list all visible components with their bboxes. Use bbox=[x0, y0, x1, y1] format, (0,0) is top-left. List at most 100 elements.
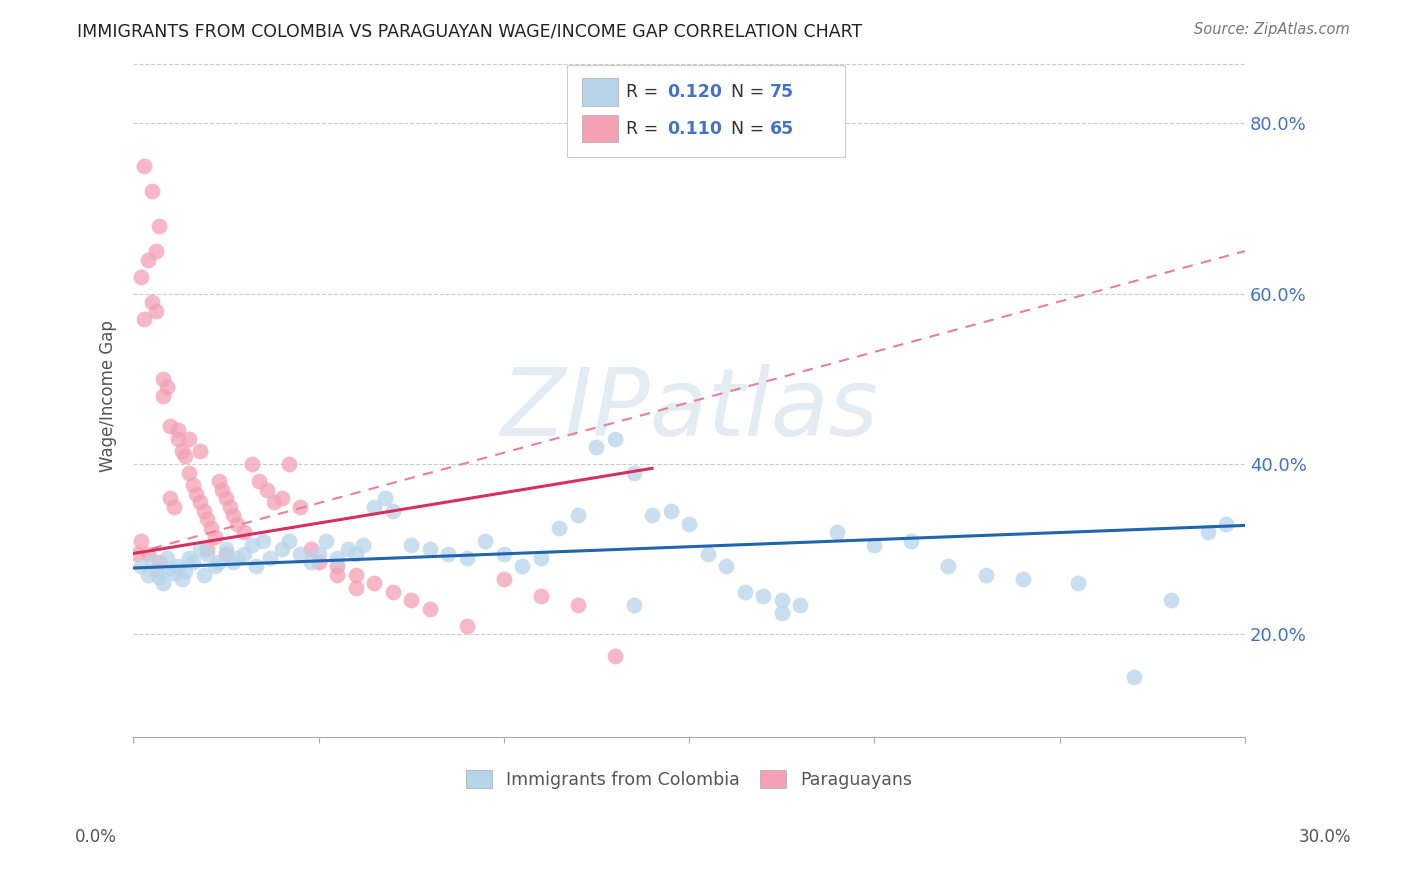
Point bbox=[770, 606, 793, 620]
Text: 30.0%: 30.0% bbox=[1298, 828, 1351, 846]
Point bbox=[166, 432, 188, 446]
Point bbox=[197, 547, 219, 561]
Point bbox=[1122, 670, 1144, 684]
Point bbox=[344, 567, 367, 582]
Point bbox=[177, 550, 200, 565]
Point bbox=[437, 547, 460, 561]
Point bbox=[188, 444, 211, 458]
Point bbox=[344, 581, 367, 595]
Point bbox=[974, 567, 997, 582]
FancyBboxPatch shape bbox=[582, 78, 619, 105]
Point bbox=[308, 555, 330, 569]
Text: ZIPatlas: ZIPatlas bbox=[501, 364, 879, 455]
Point bbox=[603, 648, 626, 663]
Point bbox=[1160, 593, 1182, 607]
Point bbox=[399, 538, 422, 552]
Point bbox=[204, 559, 226, 574]
Point bbox=[136, 252, 159, 267]
Text: 0.110: 0.110 bbox=[666, 120, 721, 137]
Point bbox=[200, 521, 222, 535]
Point bbox=[288, 500, 311, 514]
Point bbox=[419, 542, 441, 557]
Text: R =: R = bbox=[626, 83, 658, 101]
Point bbox=[193, 504, 215, 518]
Point bbox=[129, 269, 152, 284]
Point bbox=[233, 525, 256, 540]
Point bbox=[136, 567, 159, 582]
Point bbox=[567, 598, 589, 612]
Point bbox=[134, 159, 156, 173]
Point bbox=[352, 538, 374, 552]
Point bbox=[315, 533, 337, 548]
Point bbox=[288, 547, 311, 561]
Point bbox=[181, 555, 204, 569]
Point bbox=[148, 219, 170, 233]
Point bbox=[134, 312, 156, 326]
Point bbox=[129, 559, 152, 574]
Point bbox=[659, 504, 682, 518]
Point bbox=[174, 564, 197, 578]
Point bbox=[204, 529, 226, 543]
Y-axis label: Wage/Income Gap: Wage/Income Gap bbox=[100, 320, 117, 472]
Point bbox=[696, 547, 718, 561]
Point bbox=[163, 566, 186, 581]
Point bbox=[278, 457, 301, 471]
Point bbox=[211, 483, 233, 497]
Point bbox=[145, 303, 167, 318]
Point bbox=[326, 559, 349, 574]
Point bbox=[863, 538, 886, 552]
Point bbox=[163, 500, 186, 514]
Point bbox=[215, 547, 238, 561]
FancyBboxPatch shape bbox=[582, 115, 619, 143]
Point bbox=[188, 542, 211, 557]
Point bbox=[363, 576, 385, 591]
Point bbox=[752, 589, 775, 603]
Point bbox=[207, 555, 229, 569]
Point bbox=[256, 483, 278, 497]
Point bbox=[270, 491, 292, 505]
Point bbox=[512, 559, 534, 574]
Point bbox=[623, 466, 645, 480]
Point bbox=[197, 542, 219, 557]
Point bbox=[278, 533, 301, 548]
Text: R =: R = bbox=[626, 120, 658, 137]
Point bbox=[226, 516, 249, 531]
Point bbox=[156, 380, 179, 394]
Point bbox=[381, 504, 404, 518]
Point bbox=[1215, 516, 1237, 531]
Point bbox=[226, 550, 249, 565]
Point bbox=[215, 542, 238, 557]
Point bbox=[641, 751, 664, 765]
Point bbox=[567, 508, 589, 523]
Point bbox=[218, 500, 240, 514]
Text: 0.0%: 0.0% bbox=[75, 828, 117, 846]
Point bbox=[259, 550, 281, 565]
Point bbox=[456, 619, 478, 633]
Point bbox=[170, 572, 193, 586]
Point bbox=[641, 508, 664, 523]
Point bbox=[623, 598, 645, 612]
Point bbox=[240, 457, 263, 471]
Point bbox=[207, 474, 229, 488]
Point bbox=[152, 576, 174, 591]
Point bbox=[492, 547, 515, 561]
Point bbox=[326, 550, 349, 565]
Point bbox=[252, 533, 274, 548]
Point bbox=[170, 444, 193, 458]
Text: 65: 65 bbox=[770, 120, 794, 137]
Point bbox=[129, 533, 152, 548]
Point bbox=[1011, 572, 1033, 586]
Point bbox=[474, 533, 496, 548]
Point bbox=[141, 295, 163, 310]
Point bbox=[363, 500, 385, 514]
Point bbox=[145, 564, 167, 578]
Point bbox=[245, 559, 267, 574]
Text: 0.120: 0.120 bbox=[666, 83, 721, 101]
Point bbox=[177, 432, 200, 446]
Point bbox=[222, 555, 245, 569]
Point bbox=[197, 512, 219, 526]
Text: Source: ZipAtlas.com: Source: ZipAtlas.com bbox=[1194, 22, 1350, 37]
Point bbox=[1067, 576, 1090, 591]
Point bbox=[148, 555, 170, 569]
Point bbox=[159, 561, 181, 575]
